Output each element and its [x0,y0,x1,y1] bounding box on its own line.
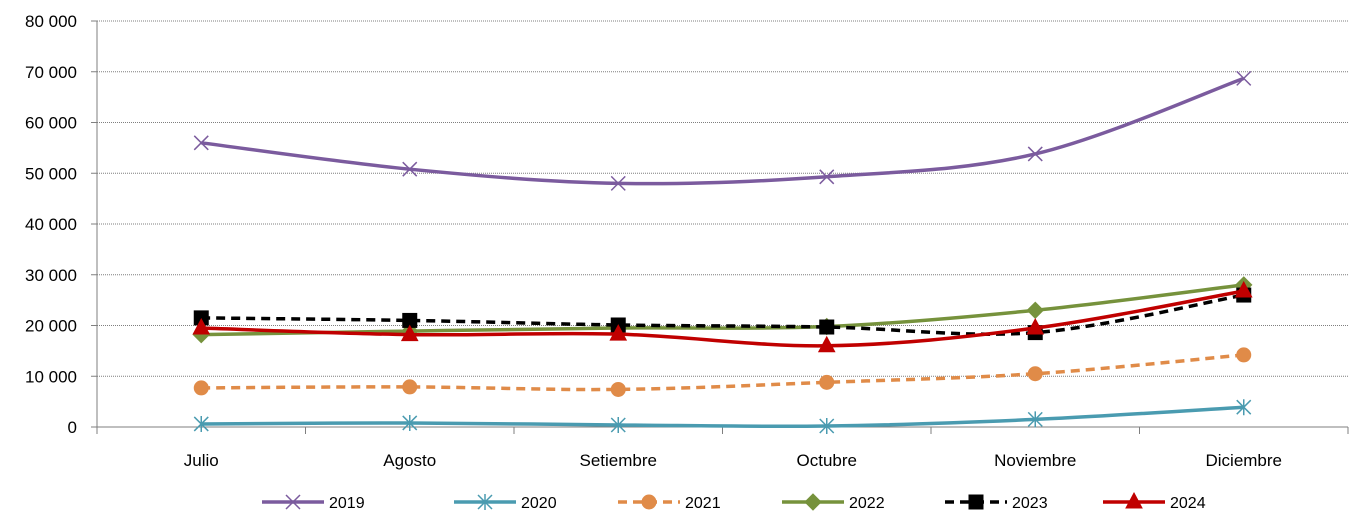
x-tick-label: Julio [184,451,219,470]
series-line-2023 [201,293,1245,336]
legend-swatch-marker [968,494,984,510]
series-2024 [192,280,1253,353]
legend-label: 2021 [685,495,721,512]
data-point-2021 [402,379,418,395]
data-point-2020 [193,415,209,432]
series-2020 [193,399,1252,434]
legend-swatch-marker [641,494,657,510]
legend-label: 2020 [521,495,557,512]
y-tick-label: 20 000 [25,317,77,336]
y-tick-label: 10 000 [25,367,77,386]
y-tick-label: 50 000 [25,164,77,183]
series-line-2019 [201,76,1245,186]
data-point-2021 [819,374,835,390]
axes: 0 10 000 20 000 30 000 40 000 50 000 60 000 70 … [25,12,1349,470]
data-point-2019 [1027,146,1043,162]
legend-label: 2023 [1012,495,1048,512]
legend-swatch-marker [285,494,301,510]
x-tick-label: Noviembre [994,451,1076,470]
legend-item-2019: 2019 [262,494,365,512]
y-tick-label: 40 000 [25,215,77,234]
x-tick-label: Setiembre [580,451,657,470]
data-point-2024 [400,324,419,342]
data-point-2020 [819,417,835,434]
y-tick-label: 60 000 [25,114,77,133]
data-point-2024 [817,335,836,353]
data-point-2020 [1027,411,1043,428]
data-point-2020 [610,416,626,433]
data-point-2021 [1027,366,1043,382]
series-2019 [193,70,1252,191]
series-line-2022 [201,283,1244,337]
y-tick-label: 80 000 [25,12,77,31]
x-tick-label: Octubre [797,451,857,470]
legend-item-2022: 2022 [782,493,885,512]
data-point-2019 [402,161,418,177]
gridlines [97,20,1348,377]
series-line-2020 [201,405,1244,429]
legend: 2019 2020 2021 2022 2023 2024 [262,491,1206,512]
legend-label: 2019 [329,495,365,512]
legend-item-2021: 2021 [618,494,721,512]
series-2021 [193,347,1252,397]
data-point-2024 [1026,317,1045,335]
legend-label: 2022 [849,495,885,512]
y-tick-label: 70 000 [25,63,77,82]
data-point-2022 [1026,301,1044,319]
data-point-2020 [402,414,418,431]
legend-item-2024: 2024 [1103,491,1206,512]
data-point-2019 [610,175,626,191]
data-point-2020 [1236,399,1252,416]
x-tick-label: Diciembre [1205,451,1282,470]
data-point-2023 [819,319,835,335]
data-point-2024 [1234,280,1253,298]
data-point-2019 [1236,70,1252,86]
series-lines [192,70,1253,434]
series-line-2021 [201,353,1244,392]
y-tick-label: 0 [68,418,77,437]
legend-label: 2024 [1170,495,1206,512]
data-point-2024 [609,324,628,341]
series-line-2024 [201,289,1245,348]
data-point-2019 [819,169,835,185]
legend-item-2020: 2020 [454,494,557,512]
legend-swatch-marker [804,493,822,511]
data-point-2021 [193,380,209,396]
data-point-2021 [610,381,626,397]
legend-swatch-marker [1125,491,1143,509]
y-tick-label: 30 000 [25,266,77,285]
data-point-2021 [1236,347,1252,363]
data-point-2024 [192,317,211,335]
x-tick-label: Agosto [383,451,436,470]
legend-swatch-marker [477,494,493,510]
data-point-2019 [193,135,209,151]
legend-item-2023: 2023 [945,494,1048,512]
